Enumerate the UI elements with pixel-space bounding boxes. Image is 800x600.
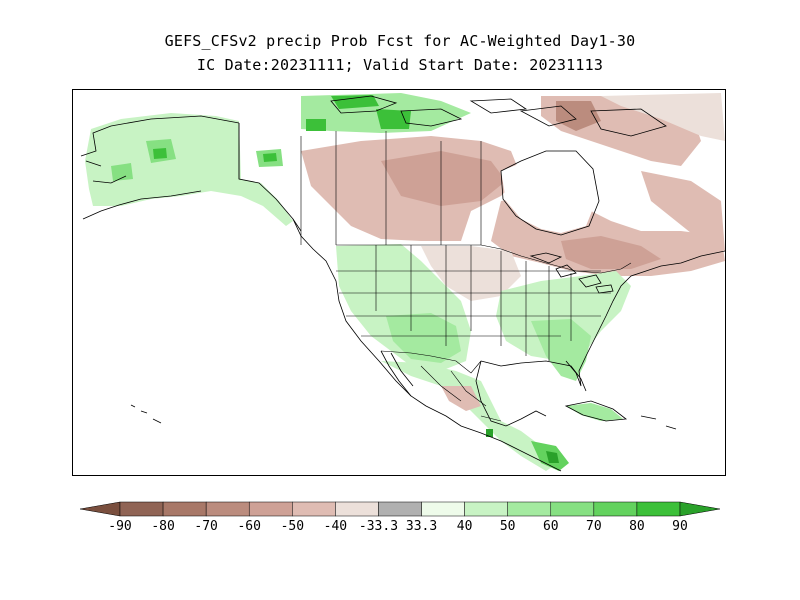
labrador-dry	[641, 171, 725, 251]
mexico-state-lines	[420, 365, 502, 422]
alaska-shading	[85, 113, 293, 226]
legend-swatch	[335, 501, 379, 517]
legend-swatch	[205, 501, 250, 517]
eastern-canada-dry-core	[561, 236, 661, 269]
legend-swatch	[292, 501, 336, 517]
alaska-strong-wet	[153, 148, 277, 162]
canada-province-lines	[300, 131, 482, 245]
central-america-strong	[486, 429, 559, 463]
legend-swatch	[421, 501, 465, 517]
legend-swatch	[248, 501, 293, 517]
north-america-map	[80, 93, 725, 472]
cuba-shading	[566, 403, 623, 421]
alaska-coast	[80, 115, 302, 232]
legend-tick-label: -60	[237, 519, 260, 534]
west-coast	[292, 218, 562, 472]
hawaii-coast	[130, 404, 162, 424]
legend-tick-label: -40	[324, 519, 347, 534]
map-frame	[72, 89, 726, 476]
legend-swatch	[550, 501, 595, 517]
legend-swatch	[507, 501, 552, 517]
legend-tick-label: -33.3	[359, 519, 398, 534]
legend-tick-label: -90	[108, 519, 131, 534]
greenland-dry	[601, 93, 725, 141]
legend-tick-label: 60	[543, 519, 559, 534]
legend-arrow-left	[80, 501, 121, 517]
legend-tick-label: -50	[281, 519, 304, 534]
legend-swatch	[636, 501, 681, 517]
arctic-islands	[330, 95, 667, 137]
florida-coast	[565, 355, 587, 387]
coastlines	[80, 95, 725, 472]
legend-colorbar: -90 -80 -70 -60 -50 -40 -33.3 33.3 40 50 60 70 80 90	[80, 501, 720, 534]
legend-swatch	[378, 501, 422, 517]
legend-swatch	[464, 501, 508, 517]
us-mexico-border	[380, 350, 482, 374]
east-coast	[585, 250, 725, 357]
legend-tick-label: -80	[151, 519, 174, 534]
legend-tick-label: 40	[457, 519, 473, 534]
probability-shading	[85, 93, 725, 471]
arctic-strong-green	[306, 95, 411, 131]
southeast-wet	[531, 319, 591, 381]
southwest-wet	[386, 313, 461, 363]
legend-tick-label: 90	[672, 519, 688, 534]
legend-tick-label: 70	[586, 519, 602, 534]
legend-swatch	[162, 501, 207, 517]
us-state-lines	[336, 245, 611, 361]
us-canada-border	[336, 244, 632, 274]
cuba-coast	[564, 400, 677, 430]
mexico-dry-patch	[441, 386, 481, 411]
legend-swatch	[119, 501, 164, 517]
map-title: GEFS_CFSv2 precip Prob Fcst for AC-Weigh…	[164, 32, 636, 50]
political-borders	[238, 123, 632, 422]
canada-dry-core	[381, 151, 506, 206]
hudson-bay-coast	[500, 150, 600, 236]
legend-arrow-right	[679, 501, 720, 517]
legend-tick-label: 50	[500, 519, 516, 534]
mexico-shading	[381, 361, 561, 471]
great-lakes	[529, 252, 614, 294]
legend-swatch	[593, 501, 638, 517]
legend-tick-label: 80	[629, 519, 645, 534]
legend-tick-label: -70	[194, 519, 217, 534]
legend-tick-label: 33.3	[406, 519, 437, 534]
baffin-dry-core	[556, 101, 601, 131]
gulf-coast	[475, 360, 587, 427]
map-subtitle: IC Date:20231111; Valid Start Date: 2023…	[196, 56, 604, 74]
baja-coast	[380, 350, 414, 397]
hudson-bay	[501, 151, 596, 233]
